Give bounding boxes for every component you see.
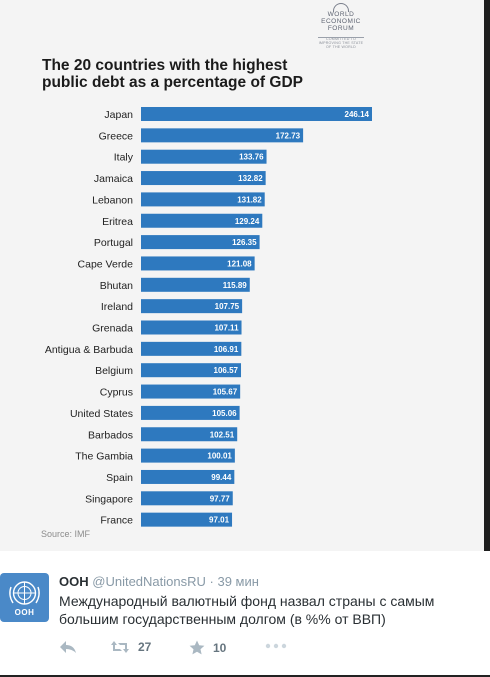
bar — [141, 363, 242, 378]
category-label: Ireland — [101, 301, 133, 313]
retweet-count: 27 — [138, 640, 152, 654]
card-edge — [484, 0, 490, 551]
retweet-button[interactable]: 27 — [110, 640, 151, 654]
tweet-actions: 27 10 — [59, 640, 479, 658]
bar — [141, 171, 266, 186]
bar — [141, 256, 255, 271]
value-label: 129.24 — [235, 217, 260, 226]
bar — [141, 512, 233, 527]
category-label: Greece — [99, 130, 134, 142]
value-label: 132.82 — [238, 174, 263, 183]
author-handle[interactable]: @UnitedNationsRU — [92, 574, 206, 589]
category-label: Lebanon — [92, 194, 133, 206]
value-label: 105.67 — [213, 388, 238, 397]
logo-tagline-1: COMMITTED TO — [325, 37, 357, 41]
un-emblem-icon — [9, 581, 40, 605]
bar — [141, 192, 265, 207]
favorite-button[interactable]: 10 — [189, 640, 226, 655]
chart-source: Source: IMF — [41, 529, 91, 539]
reply-button[interactable] — [59, 640, 77, 654]
bar — [141, 469, 235, 484]
bar — [141, 213, 263, 228]
infographic-card[interactable]: WORLD ECONOMIC FORUM COMMITTED TO IMPROV… — [0, 0, 490, 551]
bar — [141, 149, 267, 164]
category-label: Belgium — [95, 365, 133, 377]
value-label: 105.06 — [212, 409, 237, 418]
category-label: Singapore — [85, 493, 133, 505]
bar — [141, 448, 235, 463]
value-label: 99.44 — [211, 473, 232, 482]
value-label: 100.01 — [207, 452, 232, 461]
bar — [141, 427, 238, 442]
value-label: 97.77 — [210, 494, 231, 503]
category-label: France — [100, 515, 133, 527]
star-icon — [189, 640, 205, 655]
logo-line-3: FORUM — [327, 25, 355, 32]
more-dots-icon — [265, 643, 287, 649]
avatar-label: OOH — [14, 608, 35, 617]
value-label: 172.73 — [276, 131, 301, 140]
bar — [141, 277, 250, 292]
value-label: 107.11 — [214, 324, 239, 333]
category-label: Cyprus — [100, 387, 133, 399]
category-label: Eritrea — [102, 216, 133, 228]
logo-line-1: WORLD — [327, 11, 355, 18]
logo-divider — [318, 37, 364, 38]
category-label: Barbados — [88, 429, 133, 441]
category-label: Italy — [114, 152, 134, 164]
bar — [141, 235, 260, 250]
wef-logo: WORLD ECONOMIC FORUM COMMITTED TO IMPROV… — [308, 3, 374, 55]
bar — [141, 299, 243, 314]
category-label: Bhutan — [100, 280, 133, 292]
category-label: Jamaica — [94, 173, 133, 185]
bar — [141, 128, 304, 143]
value-label: 115.89 — [223, 281, 248, 290]
category-label: Antigua & Barbuda — [45, 344, 133, 356]
bottom-divider — [0, 675, 490, 677]
tweet-header: ООН @UnitedNationsRU · 39 мин — [59, 574, 259, 589]
favorite-count: 10 — [213, 640, 227, 655]
tweet-text: Международный валютный фонд назвал стран… — [59, 593, 435, 627]
category-label: Cape Verde — [78, 258, 134, 270]
bar — [141, 491, 233, 506]
value-label: 102.51 — [210, 430, 235, 439]
bar — [141, 320, 242, 335]
avatar[interactable]: OOH — [0, 573, 49, 622]
value-label: 106.91 — [214, 345, 239, 354]
value-label: 131.82 — [237, 195, 262, 204]
tweet-timestamp[interactable]: 39 мин — [217, 574, 259, 589]
retweet-icon — [111, 641, 129, 653]
category-label: Portugal — [94, 237, 133, 249]
header-separator: · — [209, 574, 214, 589]
bar — [141, 107, 372, 121]
category-label: United States — [70, 408, 133, 420]
bar-chart: Japan 246.14 Greece 172.73 Italy 133.76 Jamaic… — [45, 107, 372, 527]
tweet[interactable]: OOH ООН @UnitedNationsRU · 39 мин Междун… — [0, 565, 490, 677]
chart-title: The 20 countries with the highest public… — [42, 57, 303, 91]
value-label: 126.35 — [232, 238, 257, 247]
reply-icon — [60, 641, 76, 653]
globe-arc-icon — [333, 3, 349, 12]
logo-tagline-2: IMPROVING THE STATE — [318, 41, 364, 46]
category-label: Grenada — [92, 323, 133, 335]
value-label: 107.75 — [215, 302, 240, 311]
category-label: Japan — [104, 109, 133, 121]
bar — [141, 405, 240, 420]
logo-tagline-3: OF THE WORLD — [326, 45, 356, 50]
logo-line-2: ECONOMIC — [321, 18, 361, 25]
value-label: 246.14 — [345, 110, 370, 119]
bar — [141, 384, 241, 399]
category-label: Spain — [106, 472, 133, 484]
value-label: 133.76 — [239, 153, 264, 162]
value-label: 106.57 — [214, 366, 239, 375]
category-label: The Gambia — [75, 451, 133, 463]
value-label: 121.08 — [227, 259, 252, 268]
bar — [141, 341, 242, 356]
more-button[interactable] — [265, 642, 287, 650]
value-label: 97.01 — [209, 516, 230, 525]
author-name[interactable]: ООН — [59, 574, 89, 589]
